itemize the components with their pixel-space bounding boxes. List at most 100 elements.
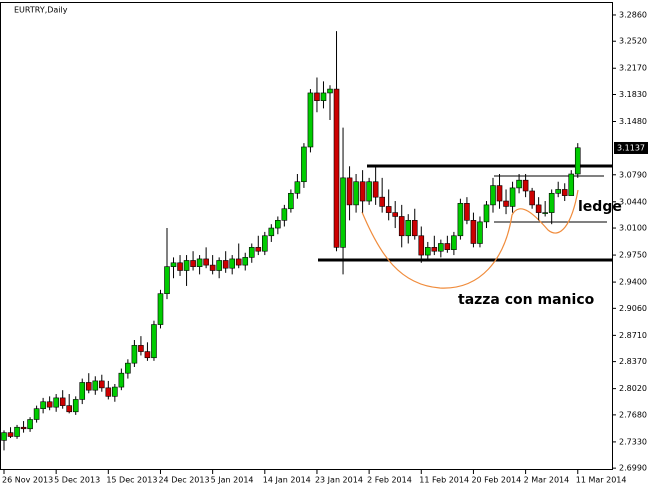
candle-body xyxy=(242,257,249,266)
x-tick-label: 5 Dec 2013 xyxy=(54,476,100,485)
candle-body xyxy=(261,235,268,252)
candle-body xyxy=(431,247,438,252)
candle-body xyxy=(516,179,522,189)
y-tick-label: 3.1480 xyxy=(619,117,647,126)
candle-body xyxy=(229,258,235,269)
x-tick-label: 24 Dec 2013 xyxy=(158,476,209,485)
x-tick-label: 26 Nov 2013 xyxy=(2,476,53,485)
x-tick-label: 2 Feb 2014 xyxy=(367,476,412,485)
candle-body xyxy=(196,258,203,267)
y-tick-label: 2.8370 xyxy=(619,357,647,366)
candle-body xyxy=(542,212,548,214)
candle-body xyxy=(327,88,333,94)
candle-body xyxy=(574,147,581,175)
y-tick-label: 3.0790 xyxy=(619,170,647,179)
candle-body xyxy=(99,380,105,389)
candle-body xyxy=(72,399,79,413)
candle-body xyxy=(177,262,183,271)
candle-body xyxy=(359,181,366,202)
candle-body xyxy=(314,92,320,101)
y-tick-label: 3.1830 xyxy=(619,90,647,99)
candle-body xyxy=(20,426,27,430)
candle-body xyxy=(496,185,503,202)
candle-body xyxy=(125,362,131,374)
candle-body xyxy=(509,187,516,207)
candle-body xyxy=(555,189,562,194)
candle-body xyxy=(27,419,33,430)
candle-body xyxy=(7,432,14,437)
candle-body xyxy=(118,372,125,388)
y-tick-label: 3.0440 xyxy=(619,197,647,206)
plot-frame xyxy=(0,2,613,470)
y-tick-label: 3.2860 xyxy=(619,10,647,19)
y-tick-label: 2.8710 xyxy=(619,331,647,340)
x-tick-label: 15 Dec 2013 xyxy=(106,476,157,485)
candle-body xyxy=(320,92,327,101)
candle-body xyxy=(294,181,301,194)
candle-body xyxy=(392,212,399,217)
cup-handle-curve xyxy=(361,189,579,289)
x-tick-label: 23 Jan 2014 xyxy=(315,476,363,485)
y-tick-label: 2.9060 xyxy=(619,304,647,313)
last-price-label: 3.1137 xyxy=(617,143,645,152)
candle-body xyxy=(275,220,281,229)
candle-body xyxy=(535,204,542,213)
y-tick-label: 3.2520 xyxy=(619,37,647,46)
x-tick-label: 20 Feb 2014 xyxy=(471,476,521,485)
candle-body xyxy=(307,92,314,148)
candle-body xyxy=(281,208,288,221)
candle-body xyxy=(503,200,509,207)
candle-body xyxy=(164,266,170,294)
candle-body xyxy=(353,181,359,206)
candle-body xyxy=(288,193,294,210)
y-tick-label: 2.6990 xyxy=(619,464,647,473)
x-tick-label: 2 Mar 2014 xyxy=(524,476,570,485)
candle-body xyxy=(46,401,53,408)
y-tick-label: 2.9750 xyxy=(619,251,647,260)
candle-body xyxy=(529,190,535,206)
x-tick-label: 14 Jan 2014 xyxy=(263,476,311,485)
candle-body xyxy=(366,181,372,202)
candle-body xyxy=(209,264,216,271)
candle-body xyxy=(385,206,392,213)
candle-body xyxy=(561,189,568,196)
candle-body xyxy=(444,243,451,250)
annotation: ledge xyxy=(578,199,622,215)
candle-body xyxy=(105,387,112,397)
candle-body xyxy=(548,193,555,213)
candle-body xyxy=(157,293,164,325)
y-tick-label: 2.9400 xyxy=(619,278,647,287)
candle-body xyxy=(451,235,457,250)
candle-body xyxy=(464,203,470,221)
candle-body xyxy=(333,88,340,248)
y-tick-label: 2.7680 xyxy=(619,410,647,419)
candle-body xyxy=(340,177,346,248)
candle-body xyxy=(203,258,209,266)
y-tick-label: 2.7330 xyxy=(619,437,647,446)
candle-body xyxy=(405,220,412,237)
candle-body xyxy=(522,179,529,192)
candle-body xyxy=(457,203,464,237)
candle-body xyxy=(53,397,59,408)
candle-body xyxy=(1,432,7,441)
candle-body xyxy=(40,401,46,410)
candle-body xyxy=(398,216,405,237)
candle-body xyxy=(301,146,307,183)
y-tick-label: 2.8020 xyxy=(619,384,647,393)
candle-body xyxy=(138,345,144,352)
last-price-box xyxy=(614,141,648,154)
candle-body xyxy=(248,247,255,258)
y-tick-label: 3.2170 xyxy=(619,64,647,73)
candle-body xyxy=(477,221,483,244)
annotation: tazza con manico xyxy=(458,292,595,308)
candle-body xyxy=(470,220,477,244)
candle-body xyxy=(424,247,431,256)
chart-title: EURTRY,Daily xyxy=(14,6,68,15)
candle-body xyxy=(33,408,40,420)
candle-body xyxy=(418,235,425,256)
candle-body xyxy=(490,185,496,206)
x-tick-label: 5 Jan 2014 xyxy=(211,476,254,485)
candle-body xyxy=(411,220,418,237)
candle-body xyxy=(255,247,262,252)
